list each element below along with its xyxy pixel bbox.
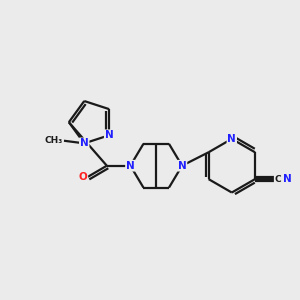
Text: O: O (79, 172, 87, 182)
Text: N: N (178, 161, 186, 171)
Text: CH₃: CH₃ (44, 136, 63, 145)
Text: N: N (105, 130, 113, 140)
Text: N: N (80, 138, 88, 148)
Text: N: N (283, 174, 292, 184)
Text: C: C (274, 175, 281, 184)
Text: N: N (227, 134, 236, 144)
Text: N: N (126, 161, 135, 171)
